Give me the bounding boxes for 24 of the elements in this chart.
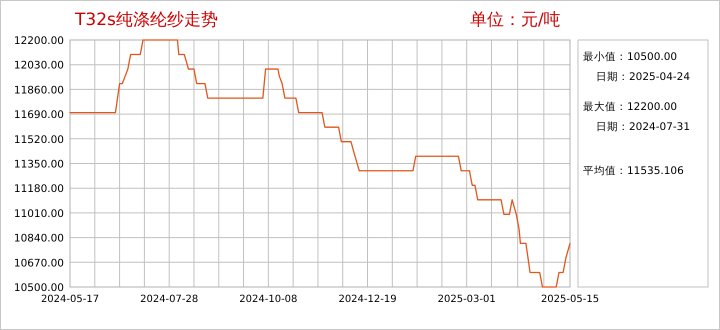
y-tick-label: 11860.00 xyxy=(14,84,64,96)
y-tick-label: 12200.00 xyxy=(14,35,64,47)
chart-subtitle: 单位：元/吨 xyxy=(470,10,561,30)
y-tick-label: 11010.00 xyxy=(14,208,64,220)
y-tick-label: 10500.00 xyxy=(14,282,64,294)
x-tick-label: 2024-12-19 xyxy=(338,294,397,305)
x-tick-label: 2024-07-28 xyxy=(140,294,198,305)
x-tick-label: 2025-03-01 xyxy=(438,294,496,305)
y-tick-label: 11520.00 xyxy=(14,134,64,146)
text: 日期：2024-07-31 xyxy=(596,121,690,133)
y-tick-label: 11180.00 xyxy=(14,183,64,196)
x-tick-label: 2024-05-17 xyxy=(40,294,100,305)
y-tick-label: 12030.00 xyxy=(14,60,64,72)
text: 最小值：10500.00 xyxy=(583,50,678,63)
y-tick-label: 10840.00 xyxy=(14,232,64,245)
x-tick-label: 2025-05-15 xyxy=(540,294,600,305)
chart-title: T32s纯涤纶纱走势 xyxy=(74,10,218,30)
text: 最大值：12200.00 xyxy=(583,100,678,113)
x-tick-label: 2024-10-08 xyxy=(239,294,298,305)
y-tick-label: 10670.00 xyxy=(14,257,64,270)
text: 日期：2025-04-24 xyxy=(596,71,690,83)
text: 平均值：11535.106 xyxy=(583,165,684,177)
y-tick-label: 11690.00 xyxy=(14,109,64,122)
y-tick-label: 11350.00 xyxy=(14,158,64,170)
